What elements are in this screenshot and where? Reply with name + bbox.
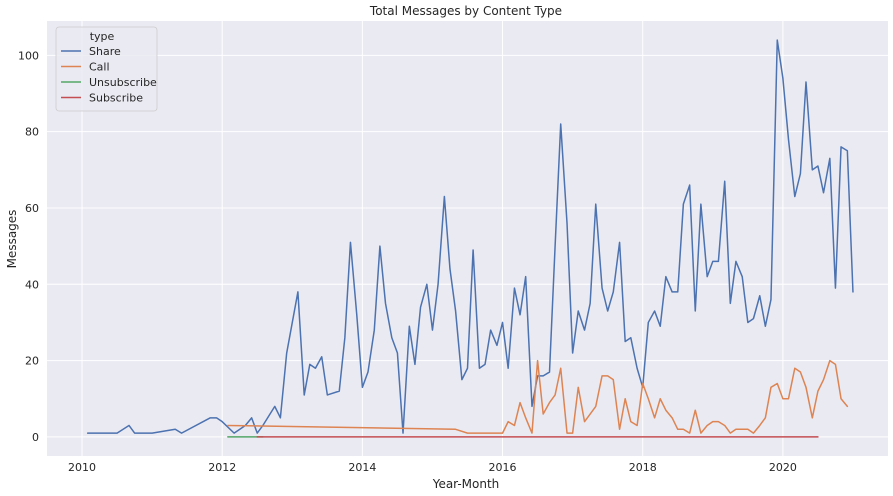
x-tick-label: 2014 [348,461,376,474]
x-axis-ticks: 2010 2012 2014 2016 2018 2020 [68,461,797,474]
plot-area [47,21,888,456]
y-axis-ticks: 0 20 40 60 80 100 [18,49,39,444]
y-tick-label: 0 [32,431,39,444]
series-lines [86,39,854,438]
x-tick-label: 2010 [68,461,96,474]
legend-entry: Call [89,61,110,74]
x-axis-label: Year-Month [432,477,500,491]
y-axis-label: Messages [5,210,19,269]
legend-entry: Subscribe [89,92,143,105]
y-tick-label: 80 [25,126,39,139]
legend: type Share Call Unsubscribe Subscribe [55,26,158,112]
legend-title: type [90,30,115,43]
y-tick-label: 40 [25,278,39,291]
series-line-share [86,39,854,434]
x-tick-label: 2012 [208,461,236,474]
y-tick-label: 60 [25,202,39,215]
grid [47,21,888,456]
x-tick-label: 2016 [489,461,517,474]
y-tick-label: 100 [18,49,39,62]
legend-box [55,26,158,112]
legend-entry: Share [89,45,121,58]
legend-entry: Unsubscribe [89,76,157,89]
chart-title: Total Messages by Content Type [369,4,562,18]
x-tick-label: 2018 [629,461,657,474]
y-tick-label: 20 [25,355,39,368]
x-tick-label: 2020 [769,461,797,474]
series-line-call [227,359,849,434]
